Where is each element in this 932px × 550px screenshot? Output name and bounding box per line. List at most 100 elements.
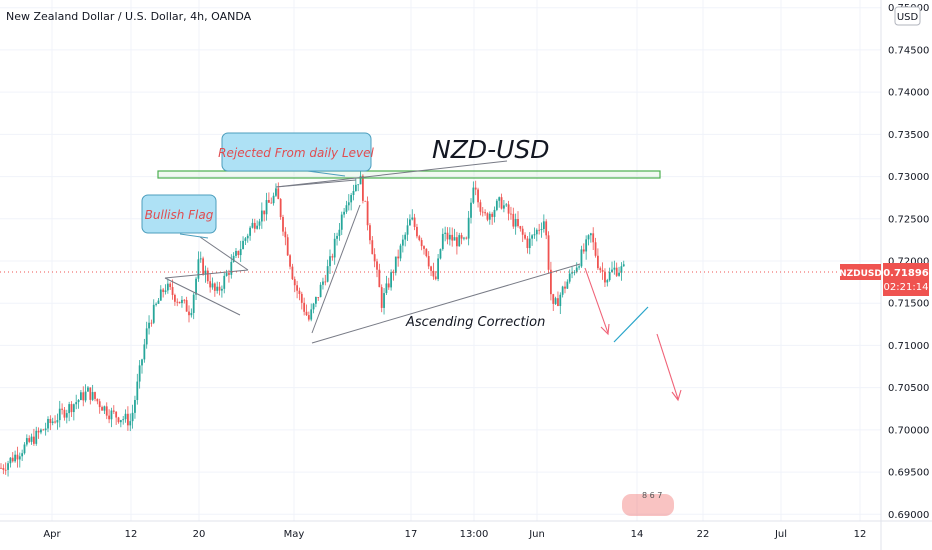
candle-up	[350, 192, 353, 211]
candle-down	[366, 196, 369, 231]
forecast-retrace-line[interactable]	[613, 306, 649, 343]
label-nzd-usd[interactable]: NZD-USD	[432, 135, 550, 164]
candle-up	[225, 269, 228, 277]
resistance-zone[interactable]	[157, 170, 661, 179]
candle-up	[190, 308, 193, 318]
candle-up	[573, 270, 576, 276]
candle-down	[296, 280, 298, 299]
candle-up	[568, 269, 571, 284]
candle-down	[298, 287, 301, 301]
ascending-correction-line[interactable]	[311, 263, 581, 344]
candle-up	[352, 184, 355, 201]
rising-wedge-mid[interactable]	[275, 179, 357, 188]
drawings: Rejected From daily Level Bullish Flag N…	[141, 132, 682, 402]
x-tick-label: 20	[193, 529, 206, 540]
x-tick-label: 12	[854, 529, 867, 540]
symbol-tag[interactable]: NZDUSD	[839, 264, 882, 280]
candle-down	[465, 236, 468, 240]
svg-text:NZDUSD: NZDUSD	[839, 269, 882, 279]
forecast-arrow-2[interactable]	[656, 333, 679, 400]
candle-down	[582, 243, 585, 254]
candle-up	[505, 203, 508, 207]
candle-up	[9, 457, 12, 468]
candle-up	[578, 264, 580, 270]
candle-up	[181, 296, 183, 308]
bullish-flag-line-lower[interactable]	[164, 277, 241, 316]
last-price-tag[interactable]: 0.71896 02:21:14	[883, 263, 929, 296]
candle-up	[51, 417, 54, 426]
candle-up	[409, 214, 411, 226]
candle-down	[279, 198, 282, 220]
candle-up	[540, 222, 543, 238]
candle-up	[453, 228, 456, 241]
candle-down	[112, 405, 115, 415]
callout-bullish-text: Bullish Flag	[145, 208, 214, 222]
candle-up	[315, 296, 317, 308]
forecast-arrow-1[interactable]	[584, 267, 609, 334]
candle-up	[606, 278, 609, 287]
candle-down	[162, 287, 165, 298]
candle-down	[538, 223, 541, 235]
candle-up	[559, 292, 562, 315]
x-tick-label: 14	[631, 529, 644, 540]
candle-down	[70, 401, 73, 417]
candles	[0, 170, 625, 477]
candle-up	[498, 196, 501, 208]
candle-up	[110, 407, 113, 428]
candle-down	[510, 206, 512, 220]
rising-wedge-upper[interactable]	[275, 160, 508, 188]
candle-down	[387, 277, 390, 290]
candle-down	[526, 236, 529, 254]
candle-up	[197, 251, 200, 282]
candle-up	[72, 403, 75, 421]
candle-down	[171, 279, 174, 300]
candle-down	[425, 248, 428, 258]
x-tick-label: May	[284, 529, 305, 540]
label-ascending-correction[interactable]: Ascending Correction	[405, 315, 545, 330]
candle-up	[406, 218, 409, 242]
ascending-line-steep[interactable]	[311, 204, 361, 334]
x-tick-label: Jun	[528, 529, 545, 540]
candle-down	[188, 305, 190, 323]
candle-down	[174, 293, 176, 306]
x-tick-label: 17	[405, 529, 418, 540]
candle-down	[557, 291, 559, 307]
x-tick-label: 12	[125, 529, 138, 540]
callout-bullish[interactable]	[141, 194, 217, 234]
candle-down	[594, 237, 597, 258]
bullish-flag-line-upper[interactable]	[164, 269, 249, 279]
flag-pole-line[interactable]	[199, 236, 249, 271]
candle-up	[164, 284, 167, 295]
svg-text:02:21:14: 02:21:14	[884, 282, 929, 293]
candle-up	[338, 223, 341, 241]
currency-badge[interactable]: USD	[894, 6, 921, 26]
candle-up	[589, 232, 592, 243]
candle-up	[244, 237, 247, 245]
candle-down	[397, 249, 400, 267]
candle-down	[284, 227, 287, 246]
candle-down	[423, 245, 425, 255]
candle-up	[129, 413, 132, 432]
candle-up	[103, 405, 106, 415]
candle-up	[608, 267, 611, 282]
candle-up	[155, 302, 157, 307]
y-tick-label: 0.73500	[888, 130, 929, 141]
candle-up	[347, 194, 350, 211]
y-tick-label: 0.69000	[888, 510, 929, 521]
time-axis[interactable]: Apr 12 20 May 17 13:00 Jun 14 22 Jul 12	[0, 520, 932, 540]
candle-down	[11, 452, 14, 463]
x-tick-label: 22	[697, 529, 710, 540]
candle-up	[232, 252, 235, 263]
candle-up	[272, 192, 275, 206]
candle-up	[251, 218, 254, 229]
candle-down	[486, 212, 489, 222]
y-tick-label: 0.72500	[888, 214, 929, 225]
candle-up	[310, 303, 313, 322]
candle-up	[47, 416, 49, 433]
candle-up	[493, 206, 496, 223]
candle-down	[37, 427, 40, 439]
candle-down	[263, 210, 266, 222]
callout-rejected[interactable]	[221, 132, 372, 172]
y-tick-label: 0.72000	[888, 257, 929, 268]
